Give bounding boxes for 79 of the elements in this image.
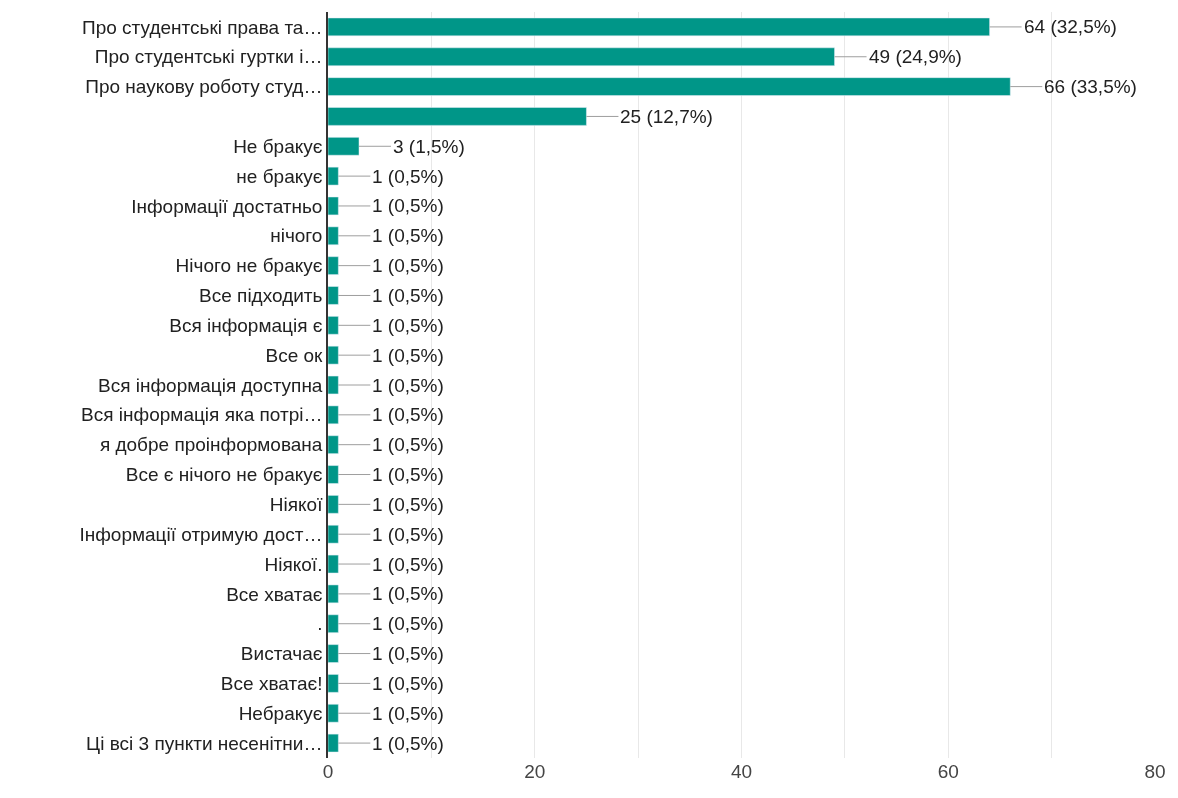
y-tick-label: Про студентські права та…: [82, 16, 323, 38]
bar: [328, 166, 339, 186]
bar: [328, 345, 339, 365]
bar: [328, 733, 339, 753]
y-tick-label: Вся інформація яка потрі…: [81, 404, 323, 426]
y-tick-label: Нічого не бракує: [175, 255, 323, 277]
data-label: 1 (0,5%): [372, 673, 444, 694]
y-tick-label: Все ок: [265, 344, 324, 366]
data-label: 1 (0,5%): [372, 404, 444, 425]
y-tick-label: Ніякої: [269, 494, 324, 516]
data-label: 1 (0,5%): [372, 195, 444, 216]
bar: [328, 644, 339, 663]
bar: [328, 435, 339, 454]
data-label: 25 (12,7%): [620, 106, 713, 127]
data-label: 1 (0,5%): [372, 703, 444, 724]
bar: [328, 47, 835, 66]
y-tick-label: Про наукову роботу студ…: [85, 76, 323, 98]
bar: [328, 17, 990, 37]
bar: [328, 554, 339, 574]
data-label: 3 (1,5%): [393, 136, 465, 157]
data-label: 1 (0,5%): [372, 345, 444, 366]
bar: [328, 525, 339, 544]
x-tick-label: 60: [937, 761, 959, 782]
y-tick-label: Ніякої.: [264, 553, 323, 575]
y-tick-label: Все є нічого не бракує: [125, 464, 323, 486]
data-label: 66 (33,5%): [1044, 76, 1137, 97]
data-label: 1 (0,5%): [372, 733, 444, 754]
bar: [328, 196, 339, 216]
y-tick-label: Небракує: [238, 702, 323, 724]
data-label: 64 (32,5%): [1024, 16, 1117, 37]
y-tick-label: Вистачає: [240, 643, 323, 665]
data-label: 1 (0,5%): [372, 643, 444, 664]
data-label: 1 (0,5%): [372, 613, 444, 634]
y-tick-label: Про студентські гуртки і…: [94, 46, 323, 68]
bar: [328, 495, 339, 514]
data-label: 1 (0,5%): [372, 524, 444, 545]
bar: [328, 704, 339, 723]
bar: [328, 405, 339, 425]
data-label: 1 (0,5%): [372, 494, 444, 515]
data-label: 1 (0,5%): [372, 583, 444, 604]
data-label: 1 (0,5%): [372, 166, 444, 187]
data-label: 1 (0,5%): [372, 225, 444, 246]
y-tick-label: Все хватає: [226, 583, 323, 605]
data-label: 1 (0,5%): [372, 315, 444, 336]
data-label: 1 (0,5%): [372, 255, 444, 276]
data-label: 1 (0,5%): [372, 285, 444, 306]
bar: [328, 77, 1011, 96]
x-tick-label: 20: [524, 761, 546, 782]
x-tick-label: 40: [730, 761, 753, 782]
bar: [328, 137, 360, 156]
bar: [328, 256, 339, 275]
y-tick-label: .: [317, 613, 323, 635]
y-tick-label: Вся інформація доступна: [98, 374, 323, 396]
bar: [328, 465, 339, 484]
y-tick-label: я добре проінформована: [99, 434, 323, 456]
data-label: 1 (0,5%): [372, 375, 444, 396]
y-tick-label: Все хватає!: [220, 673, 323, 695]
y-tick-label: Не бракує: [233, 135, 323, 157]
bar: [328, 107, 587, 126]
y-tick-label: Все підходить: [199, 285, 323, 307]
y-tick-label: не бракує: [236, 165, 323, 187]
bar: [328, 674, 339, 693]
y-tick-label: Вся інформація є: [169, 314, 323, 336]
y-tick-label: нічого: [270, 225, 323, 247]
y-tick-label: Інформації достатньо: [131, 195, 323, 217]
y-tick-label: Інформації отримую дост…: [79, 523, 323, 545]
bar: [328, 316, 339, 335]
data-label: 49 (24,9%): [869, 46, 962, 67]
bar: [328, 614, 339, 633]
data-label: 1 (0,5%): [372, 434, 444, 455]
bar: [328, 286, 339, 305]
data-label: 1 (0,5%): [372, 554, 444, 575]
x-tick-label: 80: [1144, 761, 1166, 782]
y-tick-label: Ці всі 3 пункти несенітни…: [86, 732, 323, 754]
bar: [328, 375, 339, 395]
x-tick-label: 0: [322, 761, 334, 782]
data-label: 1 (0,5%): [372, 464, 444, 485]
bar: [328, 226, 339, 245]
bar: [328, 584, 339, 604]
